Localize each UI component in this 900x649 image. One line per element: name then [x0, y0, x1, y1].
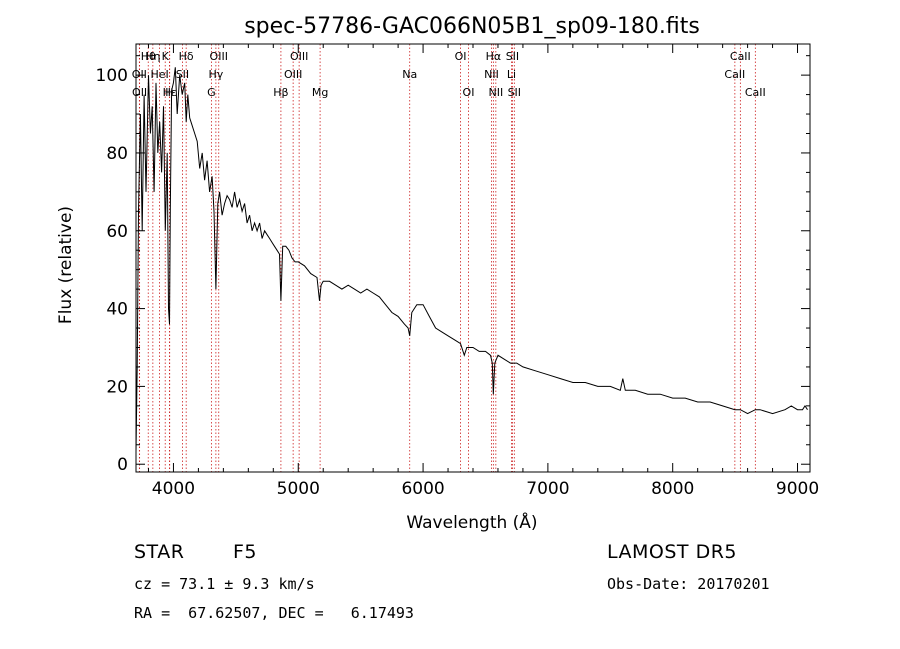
spectrum-line — [135, 67, 808, 453]
line-label: HeI — [150, 68, 168, 81]
y-tick-label: 20 — [106, 377, 128, 397]
line-label: G — [207, 86, 216, 99]
x-tick-label: 7000 — [526, 479, 569, 499]
x-axis-label: Wavelength (Å) — [406, 511, 537, 533]
y-tick-label: 0 — [117, 455, 128, 475]
x-tick-label: 9000 — [776, 479, 819, 499]
line-label: CaII — [730, 50, 751, 63]
line-label: NII — [484, 68, 499, 81]
line-label: NII — [488, 86, 503, 99]
line-label: K — [162, 50, 170, 63]
line-label: OI — [463, 86, 475, 99]
y-tick-label: 60 — [106, 222, 128, 242]
line-label: Li — [507, 68, 516, 81]
line-label: OII — [132, 68, 147, 81]
observation-date: Obs-Date: 20170201 — [607, 575, 770, 593]
y-axis-ticks: 0 20 40 60 80 100 — [96, 55, 810, 475]
x-axis-ticks: 4000 5000 6000 7000 8000 9000 — [147, 44, 819, 499]
data-release: LAMOST DR5 — [607, 541, 737, 563]
spectral-line-markers — [138, 44, 756, 472]
line-label: CaII — [724, 68, 745, 81]
x-tick-label: 8000 — [651, 479, 694, 499]
line-label: OIII — [290, 50, 308, 63]
line-label: OIII — [210, 50, 228, 63]
coordinates: RA = 67.62507, DEC = 6.17493 — [134, 604, 414, 622]
line-label: SII — [506, 50, 519, 63]
line-label: Hθ — [141, 50, 156, 63]
object-class: STAR — [134, 541, 185, 563]
line-label: Hη — [145, 50, 160, 63]
line-label: Hγ — [208, 68, 223, 81]
line-label: Na — [402, 68, 417, 81]
line-label: Hε — [163, 86, 177, 99]
line-label: Mg — [312, 86, 328, 99]
line-label: Hα — [486, 50, 502, 63]
line-label: OIII — [284, 68, 302, 81]
line-label: SII — [508, 86, 521, 99]
redshift-velocity: cz = 73.1 ± 9.3 km/s — [134, 575, 315, 593]
y-tick-label: 100 — [96, 66, 128, 86]
y-tick-label: 80 — [106, 144, 128, 164]
y-axis-label: Flux (relative) — [56, 206, 76, 324]
line-label: OI — [455, 50, 467, 63]
axes-frame — [135, 43, 811, 473]
line-label: Hδ — [179, 50, 194, 63]
x-tick-label: 4000 — [152, 479, 195, 499]
x-tick-label: 5000 — [277, 479, 320, 499]
line-label: Hβ — [273, 86, 288, 99]
chart-title: spec-57786-GAC066N05B1_sp09-180.fits — [244, 14, 700, 39]
line-label: CaII — [745, 86, 766, 99]
line-label: H — [165, 86, 173, 99]
y-tick-label: 40 — [106, 300, 128, 320]
object-subclass: F5 — [233, 541, 258, 563]
x-tick-label: 6000 — [401, 479, 444, 499]
line-label: SII — [176, 68, 189, 81]
line-label: OII — [132, 86, 147, 99]
